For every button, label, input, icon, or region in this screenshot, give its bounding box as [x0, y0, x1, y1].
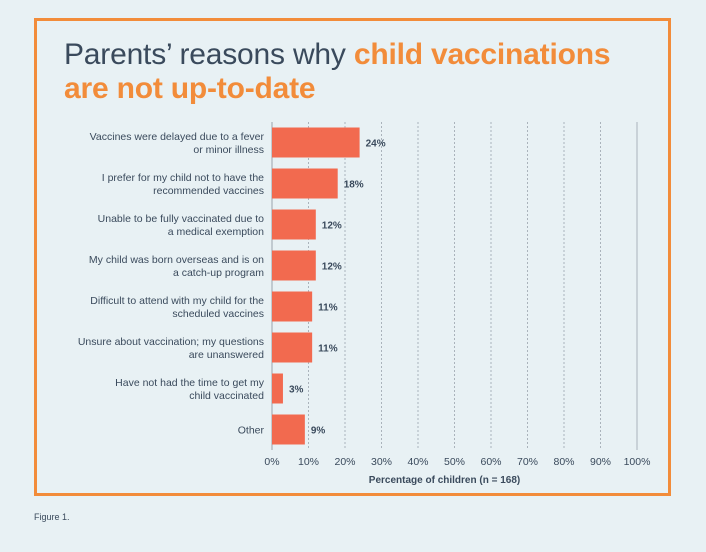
- x-tick-label: 60%: [480, 456, 501, 468]
- category-label: a medical exemption: [168, 226, 264, 238]
- data-label: 3%: [289, 385, 304, 396]
- x-tick-label: 0%: [264, 456, 279, 468]
- bar: [272, 168, 338, 199]
- category-label: recommended vaccines: [153, 185, 264, 197]
- x-tick-label: 80%: [553, 456, 574, 468]
- bar: [272, 373, 283, 404]
- title-plain: Parents’ reasons why: [64, 38, 354, 71]
- category-label: Have not had the time to get my: [115, 377, 265, 389]
- category-label: are unanswered: [189, 349, 264, 361]
- bar: [272, 332, 313, 363]
- bar: [272, 209, 316, 240]
- category-label: child vaccinated: [189, 390, 264, 402]
- bar: [272, 127, 360, 158]
- x-tick-label: 100%: [624, 456, 651, 468]
- bar: [272, 291, 313, 322]
- title-highlight-line2: are not up-to-date: [64, 72, 316, 105]
- x-tick-label: 10%: [298, 456, 319, 468]
- title-highlight-line1: child vaccinations: [353, 38, 611, 71]
- data-label: 18%: [344, 180, 364, 191]
- bar: [272, 414, 305, 445]
- category-label: Vaccines were delayed due to a fever: [90, 131, 265, 143]
- data-label: 24%: [366, 139, 386, 150]
- x-tick-label: 70%: [517, 456, 538, 468]
- category-label: scheduled vaccines: [172, 308, 264, 320]
- category-label: or minor illness: [193, 144, 264, 156]
- category-label: Other: [238, 425, 265, 437]
- x-tick-label: 50%: [444, 456, 465, 468]
- category-label: Unsure about vaccination; my questions: [78, 336, 264, 348]
- category-label: My child was born overseas and is on: [89, 254, 264, 266]
- bar: [272, 250, 316, 281]
- data-label: 11%: [318, 344, 338, 355]
- x-tick-label: 40%: [407, 456, 428, 468]
- data-label: 12%: [322, 262, 342, 273]
- category-label: I prefer for my child not to have the: [102, 172, 264, 184]
- chart-title: Parents’ reasons why child vaccinations …: [64, 38, 611, 106]
- chart-frame: [34, 18, 671, 496]
- figure-caption: Figure 1.: [34, 512, 70, 522]
- x-axis-title: Percentage of children (n = 168): [369, 475, 520, 486]
- x-tick-label: 90%: [590, 456, 611, 468]
- category-label: a catch-up program: [173, 267, 264, 279]
- category-label: Unable to be fully vaccinated due to: [98, 213, 265, 225]
- data-label: 12%: [322, 221, 342, 232]
- category-label: Difficult to attend with my child for th…: [90, 295, 264, 307]
- x-tick-label: 30%: [371, 456, 392, 468]
- x-tick-label: 20%: [334, 456, 355, 468]
- data-label: 11%: [318, 303, 338, 314]
- data-label: 9%: [311, 426, 326, 437]
